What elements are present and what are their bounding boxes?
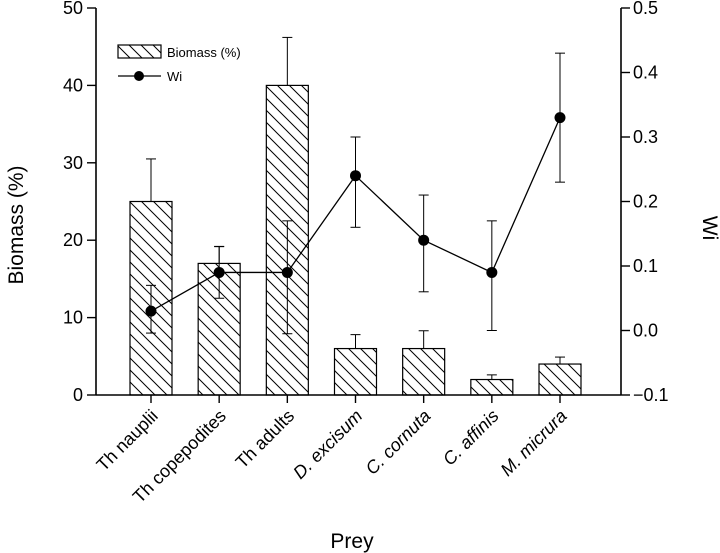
legend-bar-label: Biomass (%) bbox=[167, 45, 241, 60]
x-axis-title: Prey bbox=[330, 530, 374, 553]
wi-point-3 bbox=[350, 170, 361, 182]
wi-point-2 bbox=[281, 266, 293, 278]
wi-point-6 bbox=[554, 112, 566, 124]
bar-6 bbox=[538, 363, 582, 396]
legend-line-marker bbox=[134, 71, 144, 81]
left-tick-label-4: 40 bbox=[63, 75, 83, 95]
left-tick-label-5: 50 bbox=[63, 0, 83, 18]
legend: Biomass (%) Wi bbox=[117, 44, 241, 84]
right-tick-label-0: −0.1 bbox=[633, 385, 669, 405]
left-tick-label-3: 30 bbox=[63, 153, 83, 173]
left-tick-label-0: 0 bbox=[73, 385, 83, 405]
wi-line-group bbox=[145, 112, 566, 317]
left-tick-label-2: 20 bbox=[63, 230, 83, 250]
legend-line-label: Wi bbox=[167, 69, 182, 84]
x-tick-label-4: C. cornuta bbox=[362, 406, 435, 479]
x-tick-label-2: Th adults bbox=[232, 406, 299, 473]
bar-error-bars-group bbox=[146, 36, 565, 380]
right-tick-label-1: 0.0 bbox=[633, 321, 658, 341]
right-tick-label-6: 0.5 bbox=[633, 0, 658, 18]
x-tick-label-5: C. affinis bbox=[439, 406, 503, 470]
wi-point-4 bbox=[418, 234, 430, 246]
wi-point-1 bbox=[213, 266, 225, 278]
right-tick-label-5: 0.4 bbox=[633, 63, 658, 83]
bar-3 bbox=[333, 347, 378, 396]
wi-point-0 bbox=[145, 305, 157, 317]
right-tick-label-3: 0.2 bbox=[633, 192, 658, 212]
bar-5 bbox=[470, 378, 514, 396]
right-tick-label-4: 0.3 bbox=[633, 127, 658, 147]
left-tick-label-1: 10 bbox=[63, 308, 83, 328]
x-tick-label-6: M. micrura bbox=[497, 406, 571, 480]
right-axis-title: Wi bbox=[698, 216, 720, 241]
bar-4 bbox=[402, 347, 446, 396]
left-axis-title: Biomass (%) bbox=[5, 165, 28, 284]
x-tick-label-0: Th nauplii bbox=[92, 406, 161, 475]
wi-point-5 bbox=[486, 266, 498, 278]
x-tick-label-3: D. excisum bbox=[289, 406, 366, 483]
right-tick-label-2: 0.1 bbox=[633, 256, 658, 276]
legend-bar-swatch bbox=[117, 44, 162, 59]
